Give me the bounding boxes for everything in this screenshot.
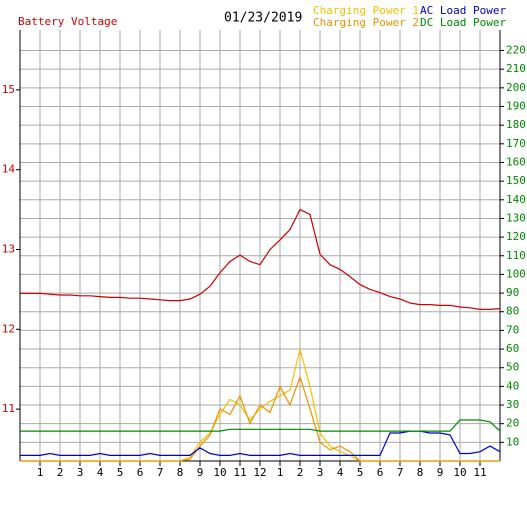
x-tick-label: 7 — [157, 466, 164, 479]
x-tick-label: 4 — [97, 466, 104, 479]
y2-tick-label: 130 — [506, 211, 526, 224]
legend-entry: Charging Power 1 — [313, 4, 419, 17]
x-tick-label: 10 — [453, 466, 466, 479]
y2-tick-label: 210 — [506, 62, 526, 75]
y2-tick-label: 10 — [506, 435, 519, 448]
x-tick-label: 2 — [57, 466, 64, 479]
x-tick-label: 12 — [253, 466, 266, 479]
x-tick-label: 3 — [317, 466, 324, 479]
y2-tick-label: 140 — [506, 193, 526, 206]
y-tick-label: 15 — [2, 83, 15, 96]
y2-tick-label: 60 — [506, 342, 519, 355]
y-tick-label: 14 — [2, 163, 16, 176]
legend-entry: AC Load Power — [420, 4, 506, 17]
x-tick-label: 11 — [473, 466, 486, 479]
y2-tick-label: 110 — [506, 249, 526, 262]
y2-tick-label: 200 — [506, 81, 526, 94]
series-line — [20, 375, 500, 462]
y2-tick-label: 90 — [506, 286, 519, 299]
x-tick-label: 9 — [197, 466, 204, 479]
legend-entry: Charging Power 2 — [313, 16, 419, 29]
y2-tick-label: 40 — [506, 379, 519, 392]
y2-tick-label: 170 — [506, 137, 526, 150]
y2-tick-label: 50 — [506, 361, 519, 374]
y2-tick-label: 160 — [506, 155, 526, 168]
x-tick-label: 3 — [77, 466, 84, 479]
y2-tick-label: 80 — [506, 305, 519, 318]
x-tick-label: 6 — [137, 466, 144, 479]
y2-tick-label: 190 — [506, 99, 526, 112]
y2-tick-label: 180 — [506, 118, 526, 131]
x-tick-label: 4 — [337, 466, 344, 479]
y2-tick-label: 150 — [506, 174, 526, 187]
series-line — [20, 208, 501, 310]
x-tick-label: 10 — [213, 466, 226, 479]
y2-tick-label: 100 — [506, 267, 526, 280]
y2-tick-label: 220 — [506, 44, 526, 57]
y-tick-label: 13 — [2, 242, 15, 255]
axis-label: Battery Voltage — [18, 15, 117, 28]
chart-title: 01/23/2019 — [224, 11, 302, 26]
x-tick-label: 7 — [397, 466, 404, 479]
y2-tick-label: 120 — [506, 230, 526, 243]
x-tick-label: 8 — [417, 466, 424, 479]
x-tick-label: 5 — [357, 466, 364, 479]
x-tick-label: 8 — [177, 466, 184, 479]
x-tick-label: 1 — [277, 466, 284, 479]
x-tick-label: 2 — [297, 466, 304, 479]
y2-tick-label: 20 — [506, 417, 519, 430]
y2-tick-label: 70 — [506, 323, 519, 336]
legend-entry: DC Load Power — [420, 16, 506, 29]
x-tick-label: 1 — [37, 466, 44, 479]
x-tick-label: 6 — [377, 466, 384, 479]
x-tick-label: 5 — [117, 466, 124, 479]
series-line — [20, 419, 501, 432]
y-tick-label: 12 — [2, 322, 15, 335]
x-tick-label: 9 — [437, 466, 444, 479]
y-tick-label: 11 — [2, 402, 15, 415]
x-tick-label: 11 — [233, 466, 246, 479]
y2-tick-label: 30 — [506, 398, 519, 411]
